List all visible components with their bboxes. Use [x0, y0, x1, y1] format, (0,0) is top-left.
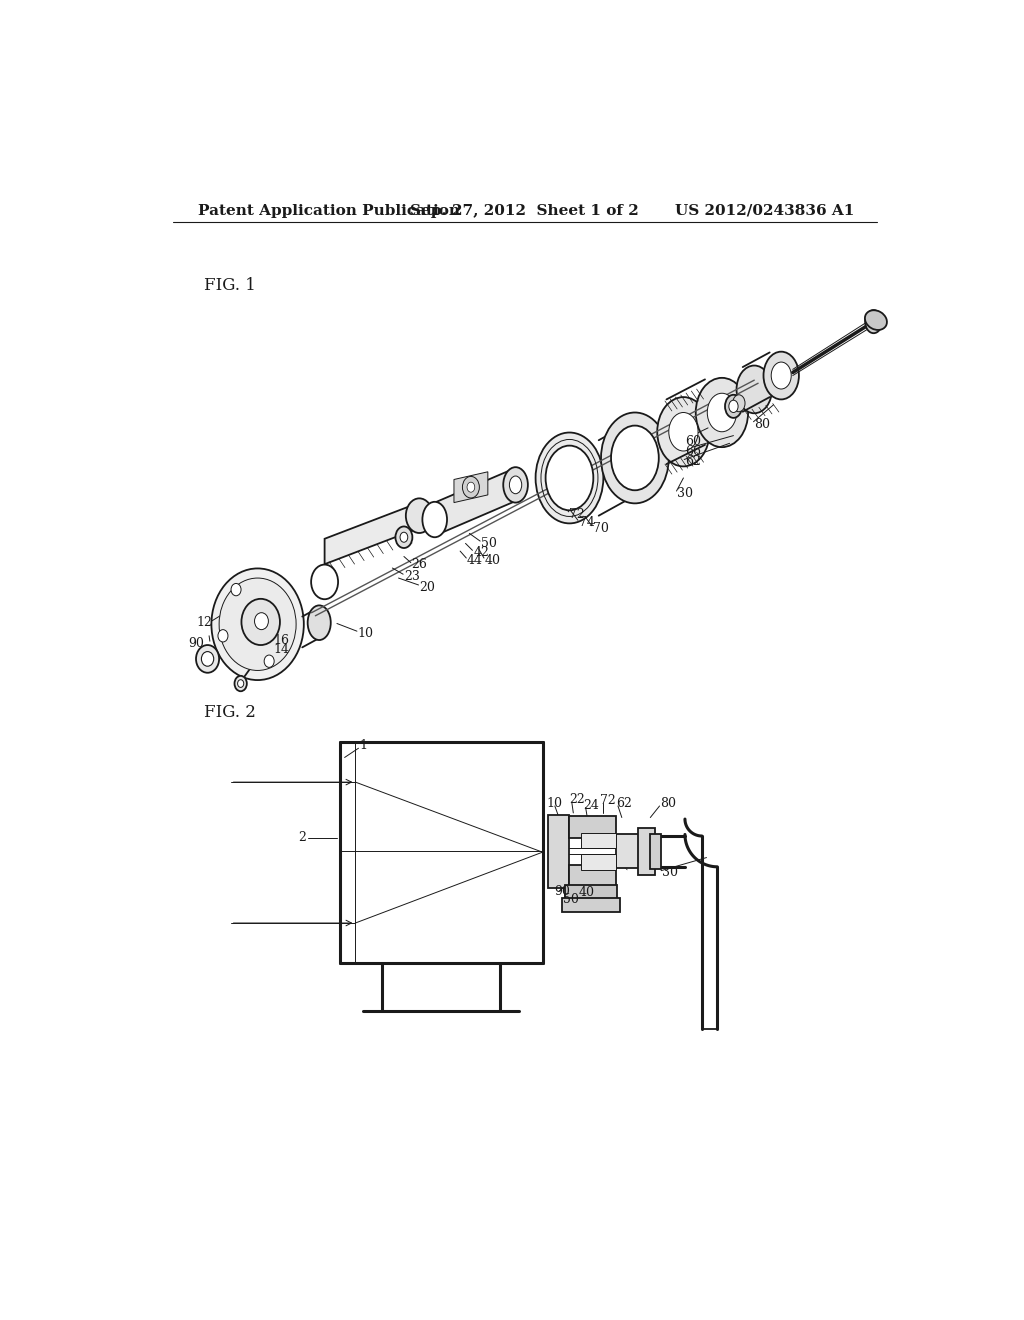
- Ellipse shape: [695, 378, 749, 447]
- Bar: [569, 866, 615, 887]
- Ellipse shape: [509, 477, 521, 494]
- Text: 12: 12: [196, 616, 212, 630]
- Bar: [581, 833, 616, 849]
- Text: 14: 14: [273, 643, 289, 656]
- Ellipse shape: [395, 527, 413, 548]
- Text: 62: 62: [685, 455, 700, 469]
- Bar: [562, 899, 621, 912]
- Ellipse shape: [463, 477, 479, 498]
- Ellipse shape: [536, 433, 603, 524]
- Text: FIG. 1: FIG. 1: [204, 277, 256, 294]
- Ellipse shape: [422, 502, 447, 537]
- Ellipse shape: [771, 362, 792, 389]
- Text: 16: 16: [273, 634, 289, 647]
- Ellipse shape: [865, 310, 887, 330]
- Text: 42: 42: [473, 546, 489, 560]
- Ellipse shape: [406, 499, 433, 533]
- Text: 1: 1: [359, 739, 368, 751]
- Ellipse shape: [708, 393, 736, 432]
- Text: 20: 20: [419, 581, 435, 594]
- Ellipse shape: [729, 400, 738, 413]
- Text: 62: 62: [615, 797, 632, 810]
- Ellipse shape: [231, 583, 241, 595]
- Text: 30: 30: [677, 487, 693, 500]
- Bar: [569, 816, 615, 838]
- Ellipse shape: [467, 482, 475, 492]
- Text: 23: 23: [403, 570, 420, 583]
- Ellipse shape: [400, 532, 408, 543]
- Ellipse shape: [736, 366, 772, 413]
- Text: US 2012/0243836 A1: US 2012/0243836 A1: [675, 203, 854, 218]
- Ellipse shape: [657, 397, 710, 466]
- Bar: [581, 854, 616, 870]
- Text: 50: 50: [563, 894, 580, 907]
- Ellipse shape: [196, 645, 219, 673]
- Text: 2: 2: [298, 832, 306, 843]
- Ellipse shape: [669, 412, 698, 451]
- Text: Patent Application Publication: Patent Application Publication: [199, 203, 461, 218]
- Bar: [615, 834, 639, 869]
- Ellipse shape: [601, 413, 669, 503]
- Ellipse shape: [546, 446, 593, 511]
- Ellipse shape: [242, 599, 280, 645]
- Text: 80: 80: [755, 417, 770, 430]
- Ellipse shape: [219, 578, 296, 671]
- Ellipse shape: [311, 565, 338, 599]
- Ellipse shape: [503, 467, 528, 503]
- Text: 26: 26: [412, 558, 427, 572]
- Text: 40: 40: [579, 886, 595, 899]
- Text: 72: 72: [569, 508, 585, 520]
- Text: 90: 90: [188, 638, 204, 649]
- Text: 74: 74: [579, 516, 595, 529]
- Polygon shape: [454, 471, 487, 503]
- Ellipse shape: [202, 652, 214, 667]
- Text: 66: 66: [685, 445, 701, 458]
- Bar: [638, 828, 655, 875]
- Ellipse shape: [307, 606, 331, 640]
- Ellipse shape: [218, 630, 228, 642]
- Ellipse shape: [611, 425, 658, 490]
- Bar: [565, 886, 617, 903]
- Text: 60: 60: [685, 436, 701, 449]
- Text: 30: 30: [662, 866, 678, 879]
- Ellipse shape: [234, 676, 247, 692]
- Text: FIG. 2: FIG. 2: [204, 705, 256, 721]
- Text: Sep. 27, 2012  Sheet 1 of 2: Sep. 27, 2012 Sheet 1 of 2: [411, 203, 639, 218]
- Ellipse shape: [733, 395, 745, 412]
- Text: 72: 72: [600, 795, 616, 807]
- Ellipse shape: [255, 612, 268, 630]
- Polygon shape: [435, 469, 515, 536]
- Bar: [650, 834, 662, 869]
- Text: 24: 24: [584, 799, 599, 812]
- Text: 44: 44: [467, 554, 483, 566]
- Text: 40: 40: [484, 554, 501, 566]
- Text: 50: 50: [481, 537, 497, 550]
- Text: 90: 90: [554, 884, 570, 898]
- Ellipse shape: [764, 351, 799, 400]
- Text: 22: 22: [569, 793, 585, 807]
- Bar: [548, 814, 569, 888]
- Text: 80: 80: [660, 797, 676, 810]
- Ellipse shape: [725, 395, 742, 418]
- Polygon shape: [325, 503, 419, 564]
- Ellipse shape: [865, 310, 882, 333]
- Ellipse shape: [211, 569, 304, 680]
- Ellipse shape: [264, 655, 274, 668]
- Ellipse shape: [238, 680, 244, 688]
- Text: 10: 10: [357, 627, 374, 640]
- Text: 10: 10: [547, 797, 562, 810]
- Text: 70: 70: [593, 521, 608, 535]
